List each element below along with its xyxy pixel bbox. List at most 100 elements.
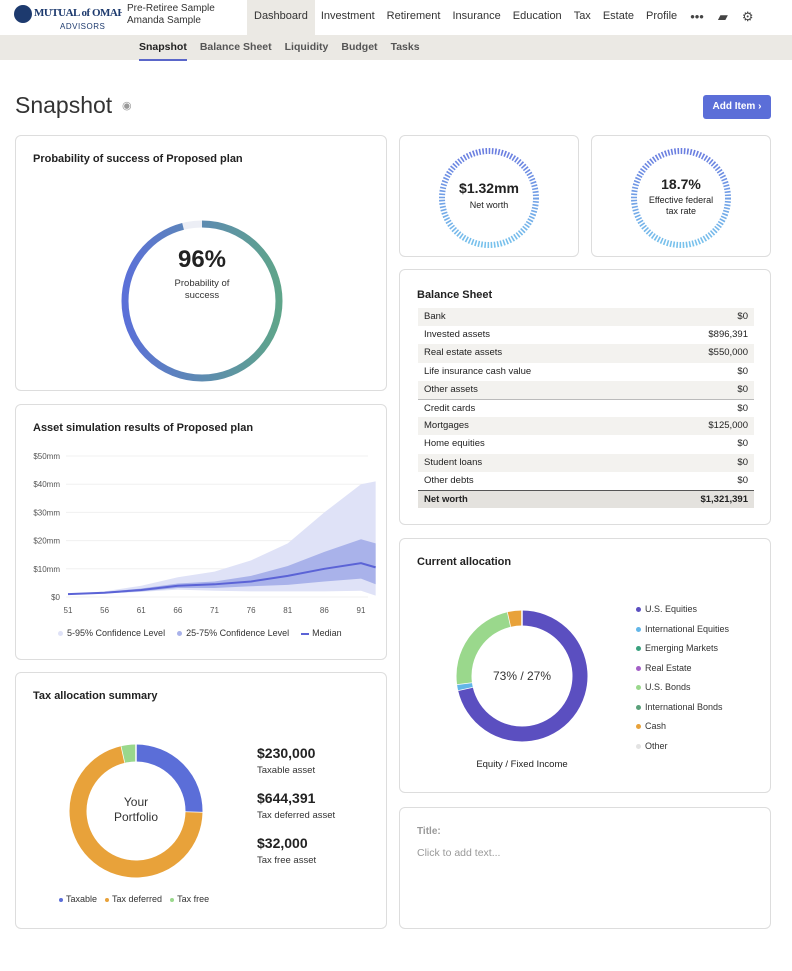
table-row: Bank $0 bbox=[418, 308, 754, 327]
allocation-slice[interactable] bbox=[458, 610, 588, 742]
nav-profile[interactable]: Profile bbox=[646, 10, 678, 22]
tax-rate-card: 18.7% Effective federal tax rate bbox=[591, 135, 771, 257]
y-tick-label: $30mm bbox=[33, 508, 60, 517]
nav-dashboard[interactable]: Dashboard bbox=[247, 0, 315, 35]
allocation-slice[interactable] bbox=[456, 612, 512, 685]
table-row: Life insurance cash value $0 bbox=[424, 365, 748, 377]
legend-item: Emerging Markets bbox=[636, 643, 729, 663]
balance-sheet-table: Bank $0 Invested assets $896,391 Real estate… bbox=[418, 308, 754, 509]
card-title: Balance Sheet bbox=[417, 289, 493, 301]
success-label: Probability of success bbox=[174, 278, 230, 301]
legend-item: International Bonds bbox=[636, 702, 729, 722]
card-title: Probability of success of Proposed plan bbox=[33, 153, 243, 165]
table-row: Student loans $0 bbox=[418, 453, 754, 472]
legend-item: Median bbox=[301, 628, 342, 638]
simulation-chart: $0 $10mm $20mm $30mm $40mm $50mm 51 56 61 66 71 76 8… bbox=[33, 452, 376, 615]
x-tick-label: 51 bbox=[64, 606, 73, 615]
net-worth-label: Net worth bbox=[469, 200, 509, 210]
legend-item: Cash bbox=[636, 721, 729, 741]
confidence-band-1 bbox=[68, 539, 376, 595]
nav-estate[interactable]: Estate bbox=[602, 10, 634, 22]
table-row: Net worth $1,321,391 bbox=[418, 489, 754, 509]
y-tick-label: $10mm bbox=[33, 565, 60, 574]
client-name: Pre-Retiree Sample Amanda Sample bbox=[127, 3, 215, 26]
x-tick-label: 56 bbox=[100, 606, 109, 615]
tax-rate-value: 18.7% bbox=[661, 176, 701, 192]
legend-item: U.S. Bonds bbox=[636, 682, 729, 702]
card-title: Asset simulation results of Proposed pla… bbox=[33, 422, 254, 434]
subnav-budget[interactable]: Budget bbox=[341, 41, 378, 53]
table-row: Other debts $0 bbox=[424, 474, 748, 486]
legend-item: Taxable bbox=[59, 894, 97, 904]
tax-slice[interactable] bbox=[69, 746, 203, 878]
x-tick-label: 66 bbox=[173, 606, 182, 615]
legend-item: 5-95% Confidence Level bbox=[58, 628, 165, 638]
nav-tax[interactable]: Tax bbox=[573, 10, 591, 22]
legend-item: Real Estate bbox=[636, 663, 729, 683]
donut-center-label: 73% / 27% bbox=[492, 669, 552, 683]
nav-retirement[interactable]: Retirement bbox=[386, 10, 441, 22]
table-row: Mortgages $125,000 bbox=[418, 417, 754, 436]
legend-item: Other bbox=[636, 741, 729, 761]
subnav-tasks[interactable]: Tasks bbox=[390, 41, 420, 53]
logo[interactable]: MUTUAL of OMAHAADVISORS bbox=[14, 4, 122, 32]
x-tick-label: 86 bbox=[320, 606, 329, 615]
add-item-button[interactable]: Add Item › bbox=[703, 95, 771, 119]
table-row: Credit cards $0 bbox=[418, 398, 754, 417]
y-tick-label: $50mm bbox=[33, 452, 60, 461]
folder-icon[interactable]: ▰ bbox=[717, 9, 728, 24]
x-tick-label: 71 bbox=[210, 606, 219, 615]
net-worth-value: $1.32mm bbox=[459, 180, 519, 196]
balance-sheet-card: Balance Sheet Bank $0 Invested assets $896,… bbox=[399, 269, 771, 525]
tax-rate-label: Effective federal tax rate bbox=[648, 195, 714, 216]
x-tick-label: 76 bbox=[247, 606, 256, 615]
more-icon[interactable]: ••• bbox=[690, 9, 704, 24]
nav-education[interactable]: Education bbox=[512, 10, 562, 22]
allocation-slice[interactable] bbox=[507, 610, 523, 627]
subnav-snapshot[interactable]: Snapshot bbox=[139, 35, 187, 61]
legend-item: U.S. Equities bbox=[636, 604, 729, 624]
page-title: Snapshot bbox=[15, 92, 113, 118]
legend-item: Tax free bbox=[170, 894, 209, 904]
x-tick-label: 81 bbox=[283, 606, 292, 615]
subnav-liquidity[interactable]: Liquidity bbox=[284, 41, 329, 53]
tax-summary-item: $230,000 Taxable asset bbox=[257, 745, 316, 776]
y-tick-label: $20mm bbox=[33, 537, 60, 546]
success-arc bbox=[121, 220, 283, 382]
simulation-card: Asset simulation results of Proposed pla… bbox=[15, 404, 387, 660]
success-ring bbox=[121, 220, 283, 382]
y-tick-label: $40mm bbox=[33, 480, 60, 489]
nav-insurance[interactable]: Insurance bbox=[452, 10, 501, 22]
table-row: Invested assets $896,391 bbox=[424, 329, 748, 341]
logo-icon bbox=[14, 5, 32, 23]
tax-slice[interactable] bbox=[121, 744, 137, 763]
subnav-balance-sheet[interactable]: Balance Sheet bbox=[199, 41, 272, 53]
tax-summary-item: $32,000 Tax free asset bbox=[257, 835, 317, 866]
y-tick-label: $0 bbox=[51, 593, 60, 602]
net-worth-card: $1.32mm Net worth bbox=[399, 135, 579, 257]
tax-slice[interactable] bbox=[135, 744, 203, 813]
table-row: Home equities $0 bbox=[424, 438, 748, 450]
sub-nav-bar: Snapshot Balance Sheet Liquidity Budget Task… bbox=[0, 35, 792, 61]
tax-summary-item: $644,391 Tax deferred asset bbox=[257, 790, 336, 821]
nav-investment[interactable]: Investment bbox=[320, 10, 375, 22]
note-input[interactable]: Click to add text... bbox=[417, 847, 501, 859]
donut-center-label: Your Portfolio bbox=[113, 795, 159, 824]
tax-allocation-card: Tax allocation summary Your Portfolio $2… bbox=[15, 672, 387, 929]
top-bar: MUTUAL of OMAHAADVISORS Pre-Retiree Samp… bbox=[0, 0, 792, 35]
allocation-caption: Equity / Fixed Income bbox=[476, 759, 568, 770]
legend-item: International Equities bbox=[636, 624, 729, 644]
x-tick-label: 61 bbox=[137, 606, 146, 615]
note-card[interactable]: Title: Click to add text... bbox=[399, 807, 771, 929]
eye-icon[interactable]: ◉ bbox=[122, 100, 132, 112]
main-nav: Dashboard Investment Retirement Insurance Ed… bbox=[247, 0, 761, 35]
gear-icon[interactable]: ⚙ bbox=[741, 9, 754, 24]
success-card: Probability of success of Proposed plan … bbox=[15, 135, 387, 391]
allocation-slice[interactable] bbox=[457, 682, 473, 691]
card-title: Tax allocation summary bbox=[33, 690, 158, 702]
card-title: Current allocation bbox=[417, 556, 512, 568]
tax-donut bbox=[69, 744, 203, 878]
legend-item: Tax deferred bbox=[105, 894, 162, 904]
success-value: 96% bbox=[177, 246, 227, 273]
note-title: Title: bbox=[417, 826, 441, 837]
